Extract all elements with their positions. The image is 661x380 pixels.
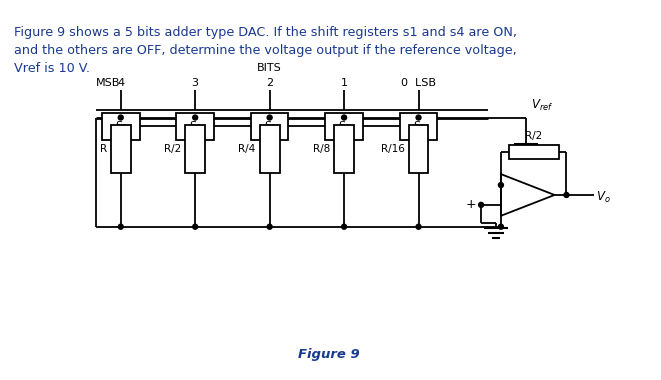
Text: S₄: S₄	[338, 122, 350, 131]
Bar	[102, 112, 139, 140]
Text: S₂: S₂	[189, 122, 201, 131]
Bar	[509, 145, 559, 159]
Text: +: +	[465, 198, 476, 211]
Circle shape	[342, 115, 346, 120]
Text: 0  LSB: 0 LSB	[401, 78, 436, 88]
Circle shape	[416, 115, 421, 120]
Bar	[176, 112, 214, 140]
Text: 2: 2	[266, 78, 273, 88]
Circle shape	[267, 115, 272, 120]
Text: Vref is 10 V.: Vref is 10 V.	[13, 62, 89, 75]
Text: R: R	[100, 144, 107, 154]
Bar	[400, 112, 438, 140]
Circle shape	[118, 115, 123, 120]
Bar	[251, 112, 288, 140]
Text: 1: 1	[340, 78, 348, 88]
Circle shape	[267, 224, 272, 229]
Text: S₃: S₃	[264, 122, 276, 131]
Circle shape	[193, 224, 198, 229]
Bar	[325, 112, 363, 140]
Bar	[185, 125, 205, 173]
Text: R/2: R/2	[525, 131, 542, 141]
Circle shape	[118, 224, 123, 229]
Circle shape	[479, 203, 484, 207]
Text: and the others are OFF, determine the voltage output if the reference voltage,: and the others are OFF, determine the vo…	[13, 44, 516, 57]
Circle shape	[416, 224, 421, 229]
Text: S₁: S₁	[115, 122, 126, 131]
Circle shape	[498, 182, 504, 187]
Text: MSB: MSB	[96, 78, 120, 88]
Text: 4: 4	[117, 78, 124, 88]
Bar	[408, 125, 428, 173]
Circle shape	[342, 224, 346, 229]
Text: Figure 9 shows a 5 bits adder type DAC. If the shift registers s1 and s4 are ON,: Figure 9 shows a 5 bits adder type DAC. …	[13, 26, 516, 39]
Text: 3: 3	[192, 78, 199, 88]
Bar	[334, 125, 354, 173]
Circle shape	[498, 224, 504, 229]
Text: R/8: R/8	[313, 144, 330, 154]
Bar	[260, 125, 280, 173]
Bar	[111, 125, 131, 173]
Text: R/16: R/16	[381, 144, 405, 154]
Text: R/4: R/4	[239, 144, 256, 154]
Text: S₅: S₅	[412, 122, 424, 131]
Text: $V_o$: $V_o$	[596, 190, 611, 206]
Text: $V_{ref}$: $V_{ref}$	[531, 98, 553, 112]
Text: R/2: R/2	[164, 144, 181, 154]
Circle shape	[564, 193, 569, 198]
Text: Figure 9: Figure 9	[298, 348, 360, 361]
Text: BITS: BITS	[257, 63, 282, 73]
Circle shape	[193, 115, 198, 120]
